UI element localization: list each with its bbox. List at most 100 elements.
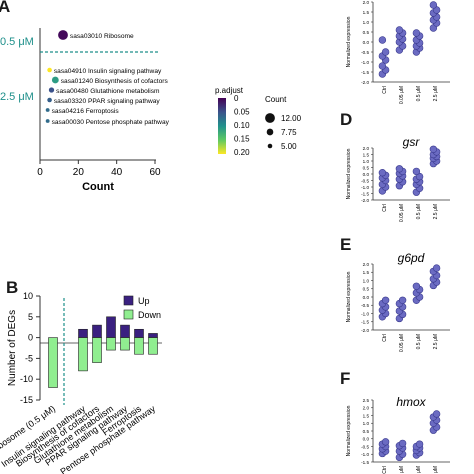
strip-y-tick-label: 2.0: [363, 0, 370, 5]
strip-y-tick-label: 1.0: [363, 421, 370, 426]
strip-y-tick-label: 2.0: [363, 146, 370, 151]
strip-y-tick-label: -2.0: [361, 328, 369, 333]
strip-x-tick-label: 0.05 μM: [399, 86, 405, 104]
panel-b-y-tick-label: -10: [20, 374, 33, 384]
panel-b-bar-down: [78, 337, 88, 372]
strip-x-tick-label: 0.05 μM: [399, 334, 405, 352]
panel-a-color-tick-label: 0.10: [234, 121, 250, 130]
panel-letter-a: A: [0, 0, 10, 16]
strip-y-tick-label: 1.5: [363, 270, 370, 275]
panel-a-term-label: sasa04216 Ferroptosis: [52, 108, 120, 115]
strip-y-tick-label: -2.0: [361, 198, 369, 203]
panel-b-bar-up: [120, 324, 130, 338]
strip-y-tick-label: -1.0: [361, 311, 369, 316]
panel-e-stripplot: g6pd 2.0 1.5 1.0 0.5 0.0 -0.5 -1.0 -1.5 -2.0 Norma…: [346, 251, 450, 352]
panel-a-dotplot: 0.5 μM 2.5 μM 0 20 40 60 Count sasa03010 Ri…: [0, 28, 302, 193]
legend-up-swatch: [123, 295, 134, 306]
panel-b-bar-down: [48, 337, 58, 388]
legend-up-label: Up: [138, 296, 150, 306]
strip-y-tick-label: 0.0: [363, 40, 370, 45]
strip-x-tick-label: 0.5 μM: [416, 466, 422, 474]
strip-point: [432, 410, 441, 418]
panel-b-bar-up: [106, 316, 116, 338]
panel-a-term-label: sasa00480 Glutathione metabolism: [56, 88, 160, 95]
panel-b-bar-up: [78, 328, 88, 338]
strip-y-tick-label: -1.5: [361, 191, 369, 196]
strip-point: [412, 282, 421, 290]
strip-y-tick-label: -1.0: [361, 452, 369, 457]
legend-down-swatch: [123, 309, 134, 320]
strip-y-tick-label: -0.5: [361, 303, 369, 308]
panel-d-stripplot: gsr 2.01.5 1.00.5 0.0-0.5 -1.0-1.5 -2.0 Normal…: [346, 135, 450, 222]
panel-a-color-tick-label: 0.05: [234, 108, 250, 117]
panel-b-y-tick-label: 5: [28, 312, 33, 322]
strip-point: [412, 167, 421, 176]
strip-y-tick-label: 0.5: [363, 30, 370, 35]
strip-x-tick-label: 2.5 μM: [433, 466, 439, 474]
panel-a-color-tick-label: 0.15: [234, 135, 250, 144]
strip-y-tick-label: -0.5: [361, 50, 369, 55]
strip-y-label: Normalized expression: [346, 271, 352, 322]
strip-point: [432, 264, 441, 272]
strip-y-tick-label: 1.0: [363, 159, 370, 164]
panel-a-color-tick-label: 0.20: [234, 148, 250, 157]
strip-point: [398, 296, 407, 304]
panel-a-point: [48, 87, 55, 93]
panel-a-x-tick-label: 60: [149, 167, 161, 178]
panel-a-group-label-1: 2.5 μM: [0, 91, 34, 103]
panel-a-size-legend-title: Count: [265, 95, 287, 104]
panel-b-y-label: Number of DEGs: [7, 310, 18, 386]
strip-y-label: Normalized expression: [346, 405, 352, 456]
panel-a-term-label: sasa01240 Biosynthesis of cofactors: [61, 78, 169, 85]
strip-x-tick-label: Ctrl: [382, 466, 388, 474]
strip-y-tick-label: 0.0: [363, 172, 370, 177]
panel-b-y-tick-label: 10: [23, 291, 33, 301]
panel-a-size-legend-label: 7.75: [281, 128, 297, 137]
panel-letter-f: F: [340, 369, 350, 388]
strip-point: [429, 1, 438, 9]
panel-b-bar-up: [134, 328, 144, 338]
panel-a-term-label: sasa03010 Ribosome: [70, 33, 134, 40]
panel-b-bar-down: [120, 337, 130, 351]
strip-x-tick-label: Ctrl: [382, 204, 388, 212]
strip-x-tick-label: 0.5 μM: [416, 204, 422, 219]
strip-point: [395, 26, 404, 34]
strip-point: [415, 440, 424, 448]
panel-c-stripplot: 2.0 1.5 1.0 0.5 0.0 -0.5 -1.0 -1.5 -2.0 Normalize…: [346, 0, 450, 104]
panel-letter-e: E: [340, 235, 351, 254]
panel-a-point: [51, 76, 59, 84]
panel-b-y-tick-label: 0: [28, 333, 33, 343]
strip-point: [412, 29, 421, 37]
strip-y-tick-label: -1.5: [361, 70, 369, 75]
strip-y-tick-label: 1.5: [363, 152, 370, 157]
panel-a-group-label-0: 0.5 μM: [0, 36, 34, 48]
strip-title: gsr: [403, 135, 421, 149]
panel-f-stripplot: hmox 2.5 2.0 1.5 1.0 0.5 0.0 -0.5 -1.0 -1.5 Normal…: [346, 395, 450, 474]
panel-b-y-tick-label: -15: [20, 395, 33, 405]
strip-x-tick-label: 0.5 μM: [416, 334, 422, 349]
strip-y-tick-label: 1.0: [363, 20, 370, 25]
strip-point: [429, 145, 438, 154]
strip-y-tick-label: -0.5: [361, 178, 369, 183]
panel-letter-d: D: [340, 110, 352, 129]
panel-b-bar-down: [92, 337, 102, 363]
strip-y-tick-label: -1.5: [361, 320, 369, 325]
panel-a-size-legend-dot: [266, 128, 274, 136]
strip-y-tick-label: 0.5: [363, 165, 370, 170]
strip-y-tick-label: 0.5: [363, 287, 370, 292]
panel-a-color-legend-title: p.adjust: [215, 86, 244, 95]
strip-point: [378, 62, 387, 70]
strip-x-tick-label: 2.5 μM: [433, 86, 439, 101]
strip-point: [378, 36, 387, 44]
panel-a-term-label: sasa03320 PPAR signaling pathway: [54, 98, 161, 105]
strip-y-tick-label: -1.5: [361, 460, 369, 465]
strip-y-tick-label: 1.5: [363, 413, 370, 418]
panel-a-color-tick-label: 0: [234, 94, 239, 103]
panel-b-y-tick-label: -5: [25, 353, 33, 363]
strip-point: [398, 439, 407, 448]
legend-down-label: Down: [138, 310, 161, 320]
panel-a-x-label: Count: [82, 181, 114, 193]
panel-a-x-tick-label: 0: [37, 167, 43, 178]
strip-title: g6pd: [398, 251, 425, 265]
strip-y-tick-label: -1.0: [361, 185, 369, 190]
